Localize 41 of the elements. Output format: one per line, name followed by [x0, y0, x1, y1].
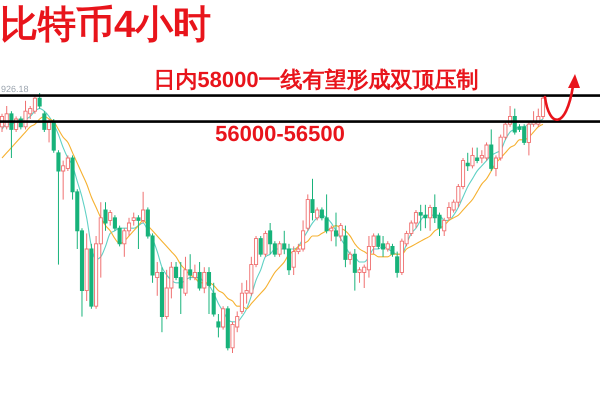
candlestick [221, 306, 226, 330]
candlestick [136, 214, 140, 250]
candlestick [475, 147, 480, 164]
candlestick [348, 251, 352, 266]
candlestick [428, 204, 432, 232]
candlestick [334, 212, 338, 247]
candlestick [395, 251, 400, 278]
candlestick [315, 206, 320, 221]
candlestick [103, 202, 108, 232]
candlestick [206, 266, 212, 314]
candlestick [192, 264, 197, 281]
candlestick [329, 225, 334, 242]
candlestick [442, 217, 446, 236]
chart-title: 比特币4小时 [0, 4, 212, 46]
candlestick [132, 212, 136, 226]
candlestick [310, 178, 315, 221]
candlestick [202, 266, 206, 294]
candlestick [338, 222, 343, 242]
candlestick [212, 282, 216, 318]
candlestick [188, 254, 192, 281]
candlestick [56, 150, 60, 266]
candlestick [352, 248, 357, 292]
annotation: 56000-56500 [215, 121, 345, 146]
candlestick [216, 314, 220, 338]
candlestick [141, 191, 146, 224]
text: 日内58000一线有望形成双顶压制 [153, 67, 479, 92]
candlestick [470, 147, 474, 169]
candlestick [263, 230, 268, 258]
candlestick [278, 240, 282, 258]
candlestick [108, 210, 112, 226]
candlestick [258, 236, 263, 258]
candlestick [183, 256, 188, 296]
candlestick [489, 128, 494, 172]
candlestick [198, 262, 202, 292]
candlestick [155, 262, 160, 296]
candlestick [390, 243, 395, 258]
candlestick [386, 240, 390, 252]
candlestick [466, 152, 470, 172]
candlestick [343, 225, 348, 268]
annotation: 926.18 [1, 84, 29, 94]
candlestick [38, 92, 42, 110]
